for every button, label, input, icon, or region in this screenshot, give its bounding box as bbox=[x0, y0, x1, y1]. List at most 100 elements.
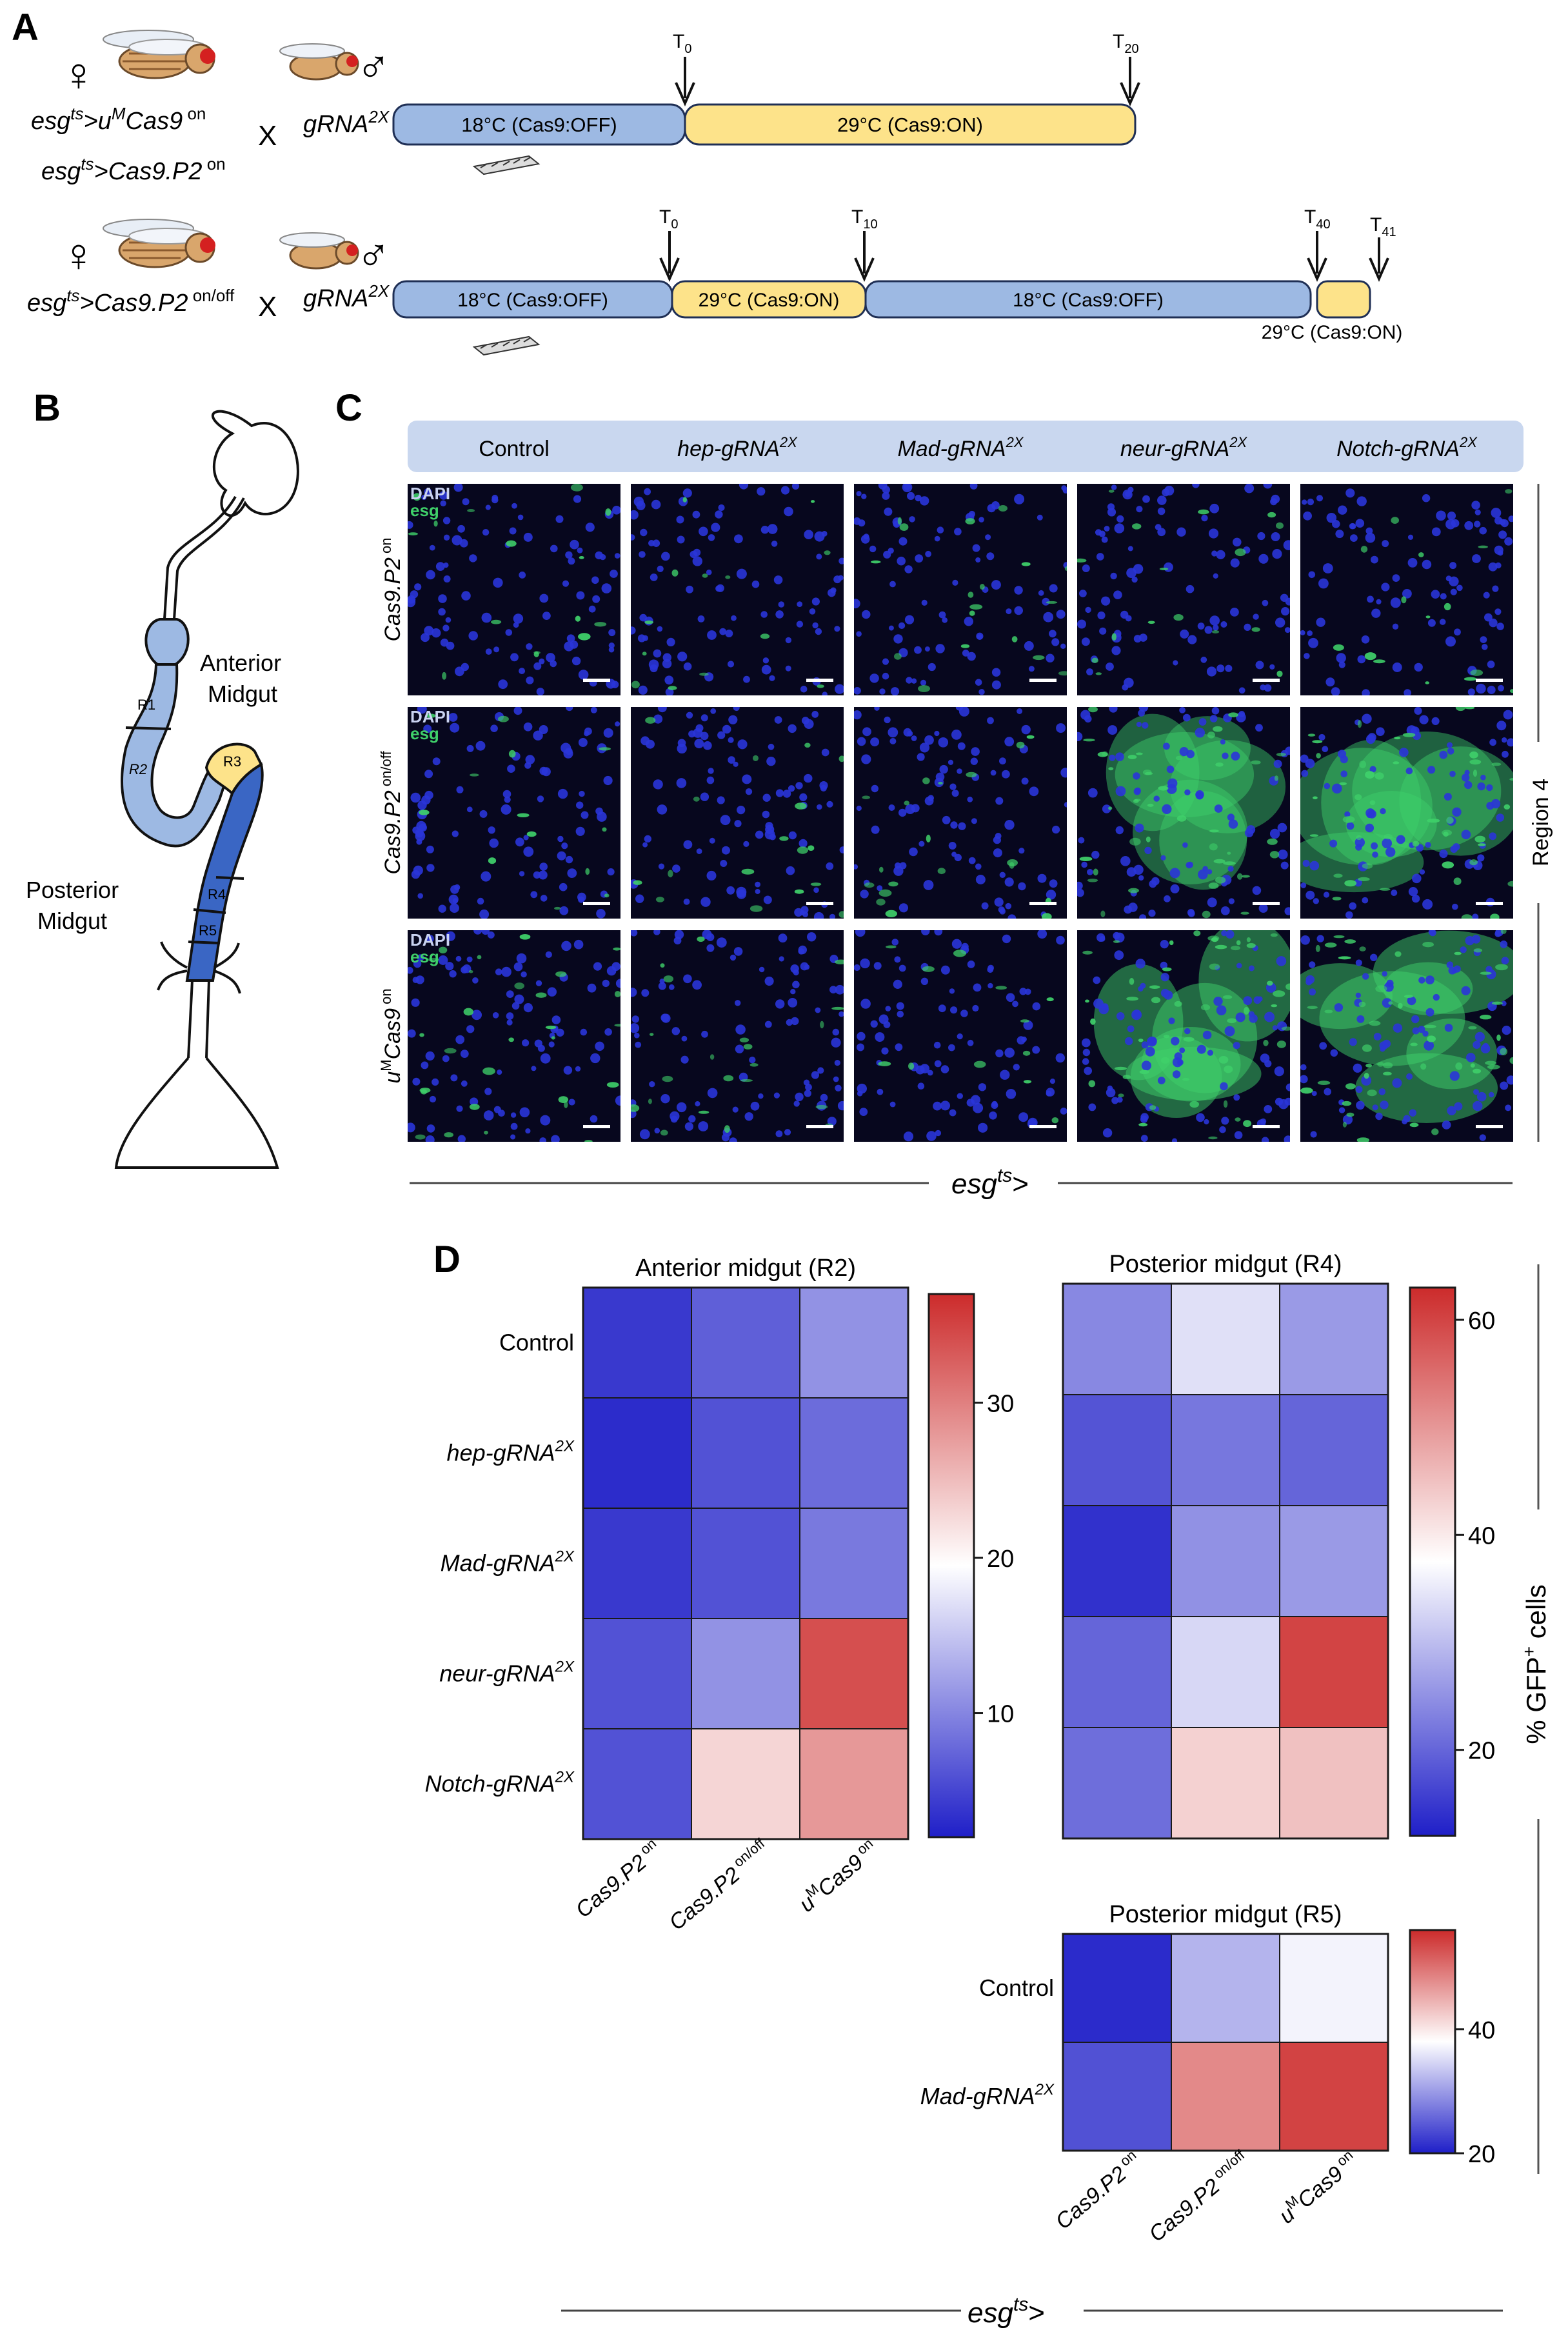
row-label: uMCas9 on bbox=[378, 988, 405, 1083]
micrograph-tile bbox=[1077, 707, 1290, 919]
region-label: R5 bbox=[199, 922, 217, 939]
heatmap-row-label: Mad-gRNA2X bbox=[920, 2081, 1055, 2109]
heatmap-cell bbox=[1062, 1283, 1172, 1395]
timepoint-marker: T40 bbox=[1304, 206, 1331, 282]
region-label: R1 bbox=[137, 697, 155, 713]
heatmap-cell bbox=[799, 1287, 909, 1399]
heatmap-cell bbox=[1171, 1505, 1280, 1617]
svg-text:T0: T0 bbox=[673, 31, 691, 56]
heatmap-cell bbox=[799, 1508, 909, 1619]
heatmap-cell bbox=[1279, 1933, 1389, 2043]
heatmap-cell bbox=[1062, 1616, 1172, 1728]
phase-label: 18°C (Cas9:OFF) bbox=[457, 290, 608, 311]
svg-text:T0: T0 bbox=[659, 206, 678, 232]
female-symbol: ♀ bbox=[61, 49, 96, 101]
heatmap-cell bbox=[1279, 1283, 1389, 1395]
timepoint-marker: T10 bbox=[851, 206, 878, 282]
male-genotype: gRNA2X bbox=[303, 107, 390, 138]
svg-text:T10: T10 bbox=[851, 206, 878, 232]
region-boundaries bbox=[125, 726, 244, 944]
stain-label-dapi: DAPI bbox=[410, 484, 450, 503]
colorbar-tick-label: 20 bbox=[1468, 2141, 1495, 2168]
region-label: R2 bbox=[129, 761, 147, 777]
male-symbol: ♂ bbox=[356, 230, 391, 281]
heatmap: Anterior midgut (R2) Control hep-gRNA2X Mad… bbox=[425, 1255, 1015, 1935]
phase-label: 18°C (Cas9:OFF) bbox=[461, 114, 617, 136]
column-header-band bbox=[408, 421, 1523, 472]
heatmap-cell bbox=[1171, 1283, 1280, 1395]
heatmaps: Anterior midgut (R2) Control hep-gRNA2X Mad… bbox=[425, 1251, 1496, 2247]
colorbar-tick-label: 40 bbox=[1468, 2017, 1495, 2044]
panel-letter-d: D bbox=[433, 1239, 461, 1280]
heatmap-cell bbox=[691, 1508, 800, 1619]
micrograph-tile bbox=[1300, 707, 1513, 919]
esophagus bbox=[163, 495, 245, 620]
female-genotype-1: esgts>uMCas9 on bbox=[31, 104, 206, 135]
heatmap-row-label: neur-gRNA2X bbox=[439, 1658, 575, 1687]
stain-label-esg: esg bbox=[410, 947, 439, 966]
colorbar-tick-label: 30 bbox=[987, 1390, 1014, 1417]
colorbar-tick-label: 10 bbox=[987, 1701, 1014, 1728]
svg-text:T40: T40 bbox=[1304, 206, 1331, 232]
heatmap: Posterior midgut (R4) 20 40 60 bbox=[1062, 1251, 1495, 1840]
heatmap: Posterior midgut (R5) Control Mad-gRNA2X Ca… bbox=[920, 1901, 1496, 2247]
heatmap-cell bbox=[799, 1618, 909, 1729]
heatmap-cell bbox=[1279, 1505, 1389, 1617]
column-headers: Control hep-gRNA2X Mad-gRNA2X neur-gRNA2X No… bbox=[479, 434, 1478, 461]
micrograph-tile bbox=[631, 484, 844, 695]
cardia bbox=[144, 618, 190, 666]
timepoint-marker: T41 bbox=[1369, 214, 1396, 282]
heatmap-col-label: Cas9.P2 on bbox=[570, 1835, 666, 1923]
crop-outline bbox=[211, 410, 299, 517]
panel-d: D Anterior midgut (R2) Control hep-gRNA2X M… bbox=[425, 1239, 1551, 2329]
cross-row-2: ♀ ♂ esgts>Cas9.P2 on/off X gRNA2 bbox=[27, 206, 1402, 356]
panel-letter-c: C bbox=[335, 387, 362, 429]
heatmap-col-label: uMCas9 on bbox=[1273, 2147, 1363, 2229]
column-header: neur-gRNA2X bbox=[1120, 434, 1248, 461]
male-fly-icon bbox=[279, 43, 359, 81]
heatmap-row-label: Control bbox=[499, 1329, 574, 1356]
row-label: Cas9.P2 on/off bbox=[378, 751, 405, 875]
cross-symbol: X bbox=[258, 120, 277, 152]
colorbar-tick-label: 60 bbox=[1468, 1308, 1495, 1335]
female-symbol: ♀ bbox=[61, 230, 96, 281]
heatmap-cell bbox=[691, 1728, 800, 1840]
micrograph-tile bbox=[1300, 930, 1513, 1142]
food-vial-icon bbox=[472, 155, 541, 175]
heatmap-cell bbox=[1279, 1394, 1389, 1506]
heatmap-cell bbox=[1171, 1616, 1280, 1728]
food-vial-icon bbox=[472, 335, 541, 356]
heatmap-title: Posterior midgut (R5) bbox=[1109, 1901, 1342, 1928]
column-header: Control bbox=[479, 437, 550, 461]
heatmap-cell bbox=[1279, 2042, 1389, 2151]
heatmap-cell bbox=[691, 1287, 800, 1399]
cross-symbol: X bbox=[258, 291, 277, 323]
heatmap-cell bbox=[582, 1287, 692, 1399]
heatmap-cell bbox=[1062, 1933, 1172, 2043]
heatmap-cell bbox=[1171, 1727, 1280, 1839]
timepoint-marker: T20 bbox=[1113, 31, 1140, 106]
heatmap-title: Posterior midgut (R4) bbox=[1109, 1251, 1342, 1278]
heatmap-row-label: hep-gRNA2X bbox=[447, 1438, 575, 1466]
timepoint-marker: T0 bbox=[673, 31, 695, 106]
micrograph-tile bbox=[854, 707, 1067, 919]
stain-label-esg: esg bbox=[410, 501, 439, 520]
colorbar-label: % GFP+ cells bbox=[1519, 1584, 1551, 1744]
column-header: Notch-gRNA2X bbox=[1336, 434, 1478, 461]
micrograph-tile bbox=[631, 930, 844, 1142]
cross-row-1: ♀ ♂ esgts>uMCas9 on esgts>Cas9.P2 on bbox=[31, 30, 1140, 185]
heatmap-col-label: Cas9.P2 on/off bbox=[1143, 2146, 1255, 2247]
heatmap-cell bbox=[1062, 1394, 1172, 1506]
region-label: R3 bbox=[223, 753, 241, 770]
colorbar bbox=[1409, 1286, 1456, 1837]
heatmap-cell bbox=[582, 1397, 692, 1509]
heatmap-cell bbox=[1171, 2042, 1280, 2151]
region-side-label: Region 4 bbox=[1529, 779, 1553, 866]
micrograph-tile bbox=[1300, 484, 1513, 695]
svg-text:T20: T20 bbox=[1113, 31, 1139, 56]
rectum bbox=[114, 1057, 279, 1169]
